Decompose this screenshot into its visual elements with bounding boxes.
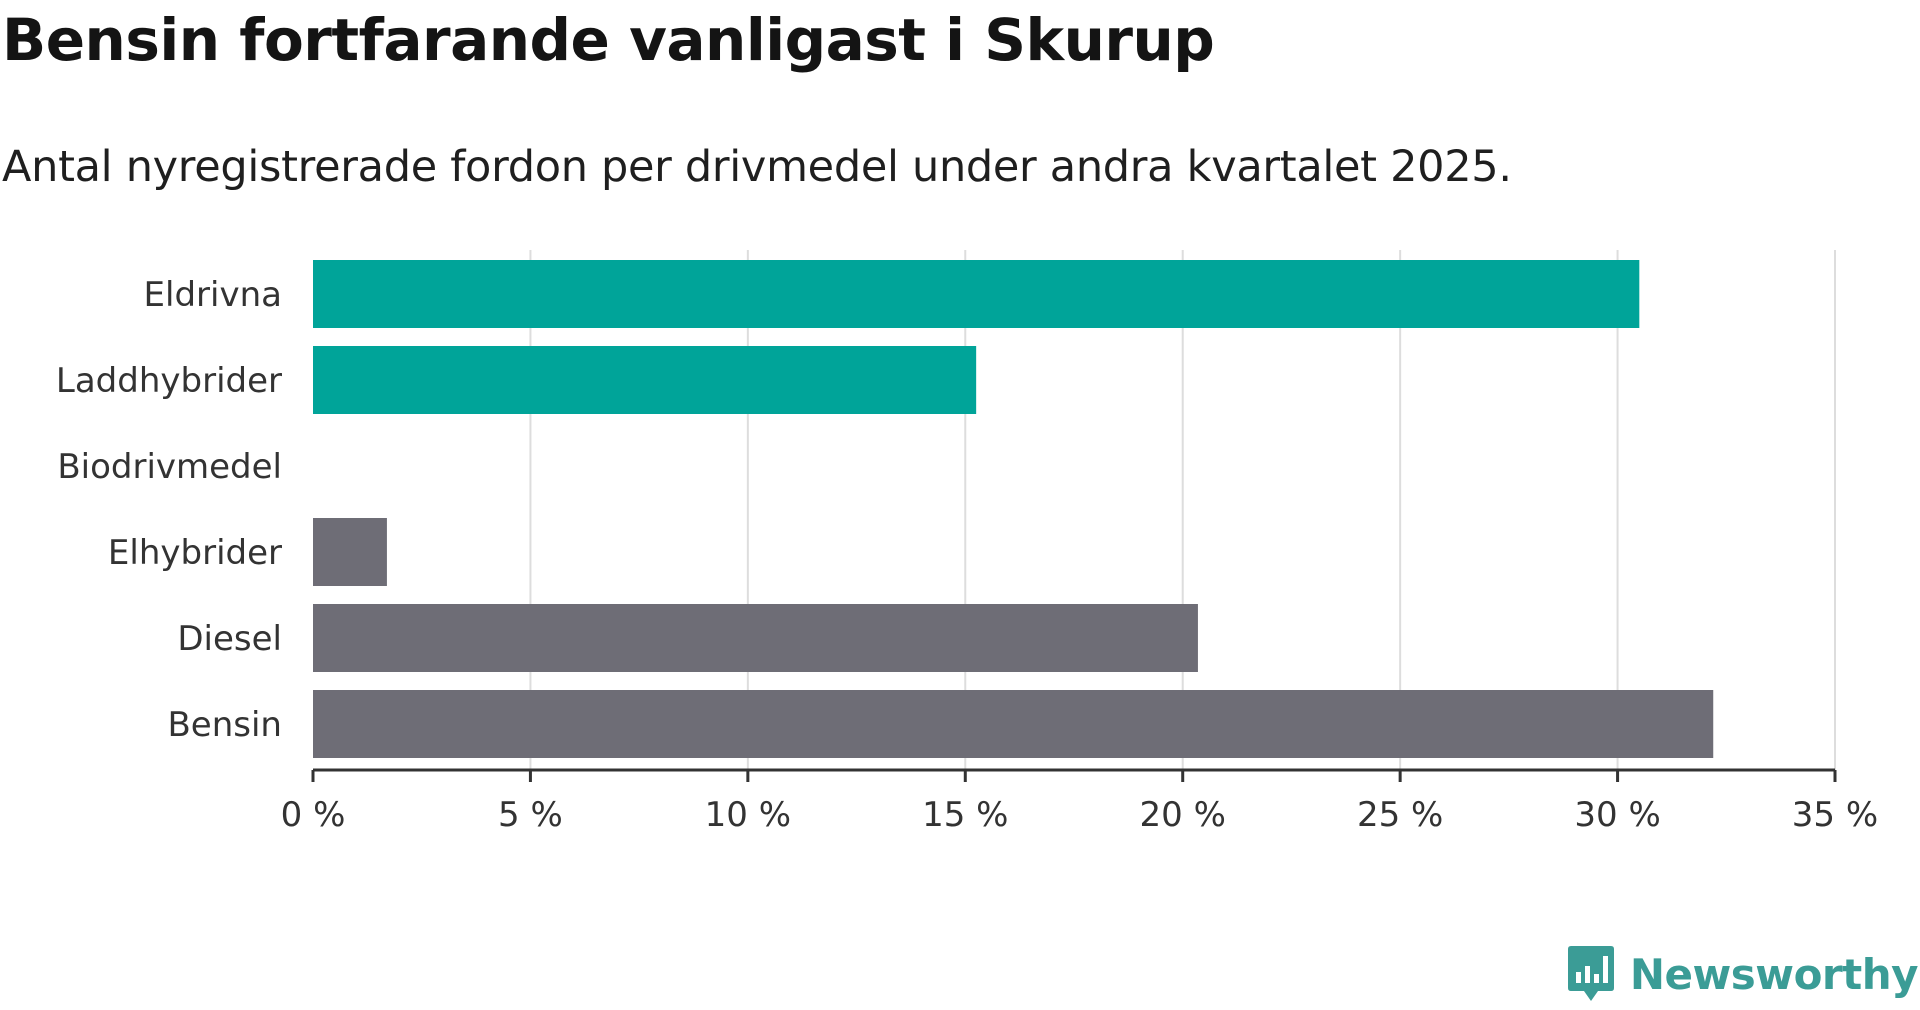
x-axis: 0 % 5 % 10 % 15 % 20 % 25 % 30 % 35 % <box>281 768 1878 835</box>
x-tick-label: 25 % <box>1357 795 1443 835</box>
bar-eldrivna <box>313 260 1640 328</box>
x-tick-label: 10 % <box>705 795 791 835</box>
chart-title: Bensin fortfarande vanligast i Skurup <box>2 6 1215 74</box>
x-tick-label: 30 % <box>1574 795 1660 835</box>
bar-chart: 0 % 5 % 10 % 15 % 20 % 25 % 30 % 35 % Eldrivna L… <box>56 250 1878 835</box>
category-label: Biodrivmedel <box>57 447 282 487</box>
category-labels: Eldrivna Laddhybrider Biodrivmedel Elhybrid… <box>56 275 282 745</box>
category-label: Eldrivna <box>144 275 282 315</box>
chart-subtitle: Antal nyregistrerade fordon per drivmede… <box>2 142 1512 192</box>
category-label: Laddhybrider <box>56 361 282 401</box>
x-tick-label: 20 % <box>1140 795 1226 835</box>
bar-elhybrider <box>313 518 387 586</box>
gridlines <box>529 250 1836 770</box>
newsworthy-logo-icon <box>1567 946 1614 1001</box>
x-tick-label: 5 % <box>498 795 563 835</box>
bar-bensin <box>313 690 1714 758</box>
x-tick-label: 0 % <box>281 795 346 835</box>
category-label: Elhybrider <box>108 533 282 573</box>
category-label: Bensin <box>167 705 282 745</box>
category-label: Diesel <box>177 619 282 659</box>
bar-diesel <box>313 604 1198 672</box>
x-tick-label: 35 % <box>1792 795 1878 835</box>
bars <box>313 260 1714 758</box>
bar-laddhybrider <box>313 346 977 414</box>
x-tick-label: 15 % <box>922 795 1008 835</box>
brand-name: Newsworthy <box>1629 949 1919 999</box>
brand-logo: Newsworthy <box>1566 938 1919 1010</box>
